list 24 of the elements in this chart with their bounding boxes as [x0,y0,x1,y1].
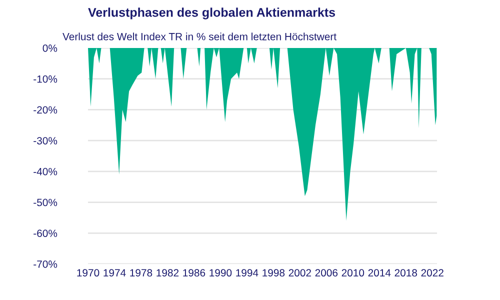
x-tick-label: 1990 [210,269,232,277]
y-tick-label: -20% [34,106,58,114]
x-tick-label: 1974 [104,269,126,277]
x-tick-label: 2022 [421,269,444,277]
x-tick-label: 1970 [77,269,100,277]
y-tick-label: -50% [34,198,58,206]
y-tick-label: -10% [34,75,58,83]
x-tick-label: 1994 [236,269,258,277]
chart-subtitle: Verlust des Welt Index TR in % seit dem letzten Höchstwert [62,32,336,40]
x-tick-label: 1986 [183,269,206,277]
x-tick-label: 2002 [288,269,311,277]
x-tick-label: 2010 [342,269,364,277]
x-tick-label: 2014 [368,269,391,277]
x-tick-label: 2018 [394,269,418,277]
x-tick-label: 1982 [156,269,179,277]
x-tick-label: 1998 [262,269,285,277]
y-tick-label: -30% [34,137,58,144]
y-tick-label: -70% [34,260,58,268]
x-tick-label: 2006 [315,269,338,277]
chart-title: Verlustphasen des globalen Aktienmarkts [88,8,336,20]
x-tick-label: 1978 [130,269,152,277]
y-tick-label: -60% [34,230,58,238]
y-tick-label: -40% [34,168,58,176]
y-tick-label: 0% [42,44,58,52]
